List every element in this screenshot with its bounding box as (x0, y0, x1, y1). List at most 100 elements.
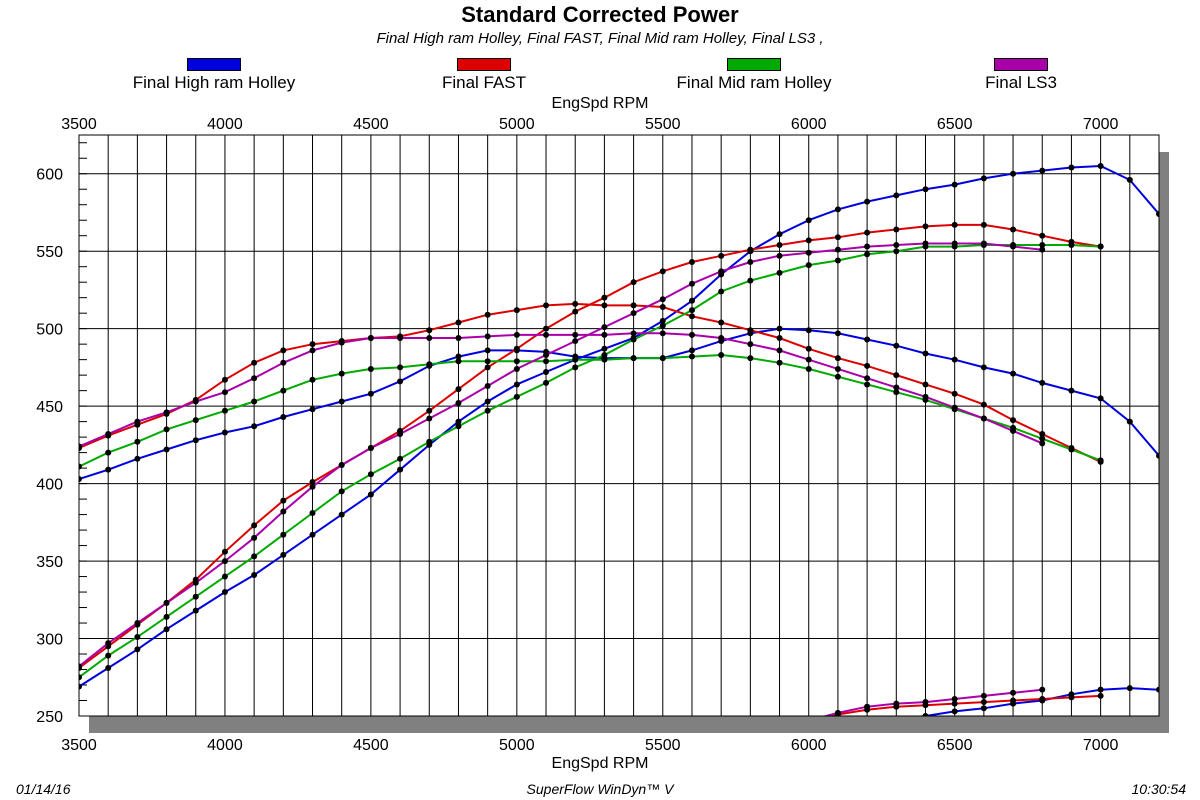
data-point (105, 652, 112, 659)
data-point (688, 347, 695, 354)
data-point (426, 361, 433, 368)
data-point (484, 398, 491, 405)
data-point (338, 462, 345, 469)
data-point (484, 358, 491, 365)
data-point (980, 240, 987, 247)
data-point (397, 364, 404, 371)
footer-time: 10:30:54 (1131, 781, 1187, 797)
data-point (79, 674, 82, 681)
data-point (79, 475, 82, 482)
data-point (776, 325, 783, 332)
data-point (251, 522, 258, 529)
data-point (543, 302, 550, 309)
data-point (688, 353, 695, 360)
data-point (747, 277, 754, 284)
legend-item-high-ram-holley: Final High ram Holley (94, 58, 334, 93)
data-point (221, 376, 228, 383)
data-point (397, 334, 404, 341)
y-tick-label: 350 (36, 554, 63, 571)
data-point (864, 381, 871, 388)
data-point (1010, 417, 1017, 424)
x-tick-label-top: 4500 (353, 116, 389, 133)
data-point (747, 327, 754, 334)
data-point (893, 242, 900, 249)
data-point (455, 386, 462, 393)
data-point (251, 572, 258, 579)
data-point (718, 319, 725, 326)
y-tick-label: 550 (36, 244, 63, 261)
data-point (951, 404, 958, 411)
data-point (309, 531, 316, 538)
data-point (397, 378, 404, 385)
data-point (367, 334, 374, 341)
data-point (834, 365, 841, 372)
data-point (105, 664, 112, 671)
x-tick-label-bottom: 6500 (937, 737, 973, 754)
x-tick-label-top: 5000 (499, 116, 535, 133)
data-point (659, 322, 666, 329)
plot-border (78, 134, 1160, 717)
data-point (338, 398, 345, 405)
data-point (543, 379, 550, 386)
data-point (1156, 211, 1159, 218)
data-point (718, 352, 725, 359)
data-point (543, 352, 550, 359)
data-point (951, 700, 958, 707)
data-point (776, 252, 783, 259)
data-point (1126, 176, 1133, 183)
data-point (864, 229, 871, 236)
footer-software: SuperFlow WinDyn™ V (526, 781, 674, 797)
data-point (1126, 685, 1133, 692)
data-point (367, 390, 374, 397)
data-point (980, 415, 987, 422)
data-point (980, 692, 987, 699)
data-point (163, 626, 170, 633)
data-point (893, 700, 900, 707)
data-point (134, 620, 141, 627)
data-point (980, 175, 987, 182)
legend-label: Final High ram Holley (132, 73, 296, 92)
data-point (1097, 395, 1104, 402)
data-point (951, 221, 958, 228)
data-point (776, 359, 783, 366)
data-point (922, 381, 929, 388)
data-point (367, 491, 374, 498)
data-point (834, 257, 841, 264)
data-point (221, 548, 228, 555)
data-point (397, 466, 404, 473)
data-point (893, 248, 900, 255)
data-point (280, 359, 287, 366)
data-point (1097, 686, 1104, 693)
data-point (922, 350, 929, 357)
data-point (1010, 427, 1017, 434)
data-point (1126, 418, 1133, 425)
series-line-3-torque (79, 332, 1043, 448)
data-point (397, 455, 404, 462)
data-point (1039, 695, 1046, 702)
data-point (747, 259, 754, 266)
data-point (688, 307, 695, 314)
data-point (659, 330, 666, 337)
data-point (1068, 694, 1075, 701)
data-point (338, 488, 345, 495)
data-point (864, 251, 871, 258)
legend-swatch (187, 58, 241, 71)
data-point (280, 508, 287, 515)
x-tick-label-top: 4000 (207, 116, 243, 133)
data-point (1039, 379, 1046, 386)
data-point (1010, 697, 1017, 704)
data-point (630, 310, 637, 317)
data-point (192, 417, 199, 424)
data-point (834, 330, 841, 337)
data-point (864, 375, 871, 382)
data-point (922, 240, 929, 247)
legend-swatch (994, 58, 1048, 71)
data-point (1039, 440, 1046, 447)
data-point (1039, 435, 1046, 442)
data-point (543, 358, 550, 365)
data-point (980, 401, 987, 408)
legend-label: Final LS3 (985, 73, 1057, 92)
data-point (747, 341, 754, 348)
series-line-3-power (79, 242, 1043, 668)
data-point (455, 358, 462, 365)
